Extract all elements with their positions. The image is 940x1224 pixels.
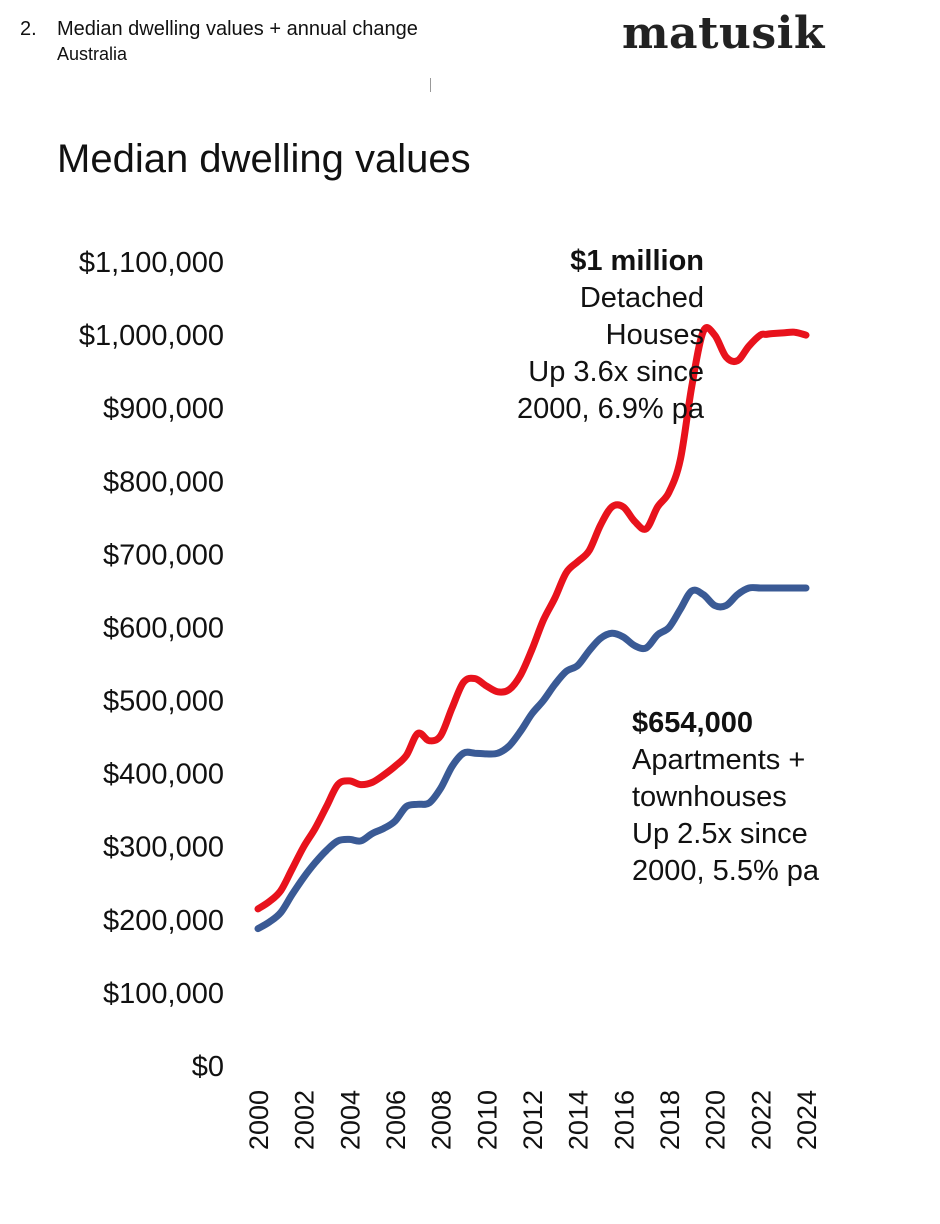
x-tick-label: 2016 <box>609 1090 639 1150</box>
apartments-series-line <box>254 584 810 933</box>
annotation-value: $654,000 <box>632 707 753 739</box>
annotation-line: Detached <box>580 282 704 314</box>
annotation-line: Apartments + <box>632 744 805 776</box>
x-tick-label: 2024 <box>792 1090 822 1150</box>
y-tick-label: $700,000 <box>103 539 224 571</box>
annotation-line: Houses <box>606 319 704 351</box>
slide-number: 2. <box>20 18 37 40</box>
x-tick-label: 2006 <box>381 1090 411 1150</box>
x-tick-label: 2012 <box>518 1090 548 1150</box>
y-tick-label: $900,000 <box>103 393 224 425</box>
y-tick-label: $0 <box>192 1051 224 1083</box>
brand-logo: matusik <box>622 8 825 59</box>
y-tick-label: $400,000 <box>103 759 224 791</box>
x-tick-label: 2004 <box>335 1090 365 1150</box>
annotation-line: Up 2.5x since <box>632 818 808 850</box>
x-tick-label: 2000 <box>244 1090 274 1150</box>
y-tick-label: $1,000,000 <box>79 320 224 352</box>
annotation-line: Up 3.6x since <box>528 356 704 388</box>
text-cursor-mark <box>430 78 431 92</box>
annotation-line: townhouses <box>632 781 787 813</box>
y-tick-label: $800,000 <box>103 466 224 498</box>
x-tick-label: 2010 <box>472 1090 502 1150</box>
apartments-annotation: $654,000 Apartments + townhouses Up 2.5x si… <box>632 707 820 887</box>
houses-annotation: $1 million Detached Houses Up 3.6x since 200… <box>517 245 705 425</box>
x-tick-label: 2014 <box>564 1090 594 1150</box>
x-axis-ticks: 2000 2002 2004 2006 2008 2010 2012 2014 2016 2018… <box>244 1090 822 1150</box>
annotation-line: 2000, 5.5% pa <box>632 855 820 887</box>
series-lines <box>254 324 810 933</box>
slide-subheading: Australia <box>57 44 128 64</box>
y-tick-label: $300,000 <box>103 832 224 864</box>
annotation-value: $1 million <box>570 245 704 277</box>
y-tick-label: $100,000 <box>103 978 224 1010</box>
series-annotations: $1 million Detached Houses Up 3.6x since 200… <box>517 245 820 887</box>
x-tick-label: 2008 <box>427 1090 457 1150</box>
slide-heading: Median dwelling values + annual change <box>57 18 418 40</box>
x-tick-label: 2002 <box>290 1090 320 1150</box>
y-tick-label: $500,000 <box>103 686 224 718</box>
x-tick-label: 2022 <box>746 1090 776 1150</box>
chart-title: Median dwelling values <box>57 137 471 181</box>
y-tick-label: $600,000 <box>103 612 224 644</box>
x-tick-label: 2020 <box>701 1090 731 1150</box>
y-axis-ticks: $1,100,000 $1,000,000 $900,000 $800,000 $700… <box>79 247 224 1083</box>
annotation-line: 2000, 6.9% pa <box>517 393 705 425</box>
y-tick-label: $200,000 <box>103 905 224 937</box>
houses-series-line <box>254 324 810 913</box>
y-tick-label: $1,100,000 <box>79 247 224 279</box>
x-tick-label: 2018 <box>655 1090 685 1150</box>
